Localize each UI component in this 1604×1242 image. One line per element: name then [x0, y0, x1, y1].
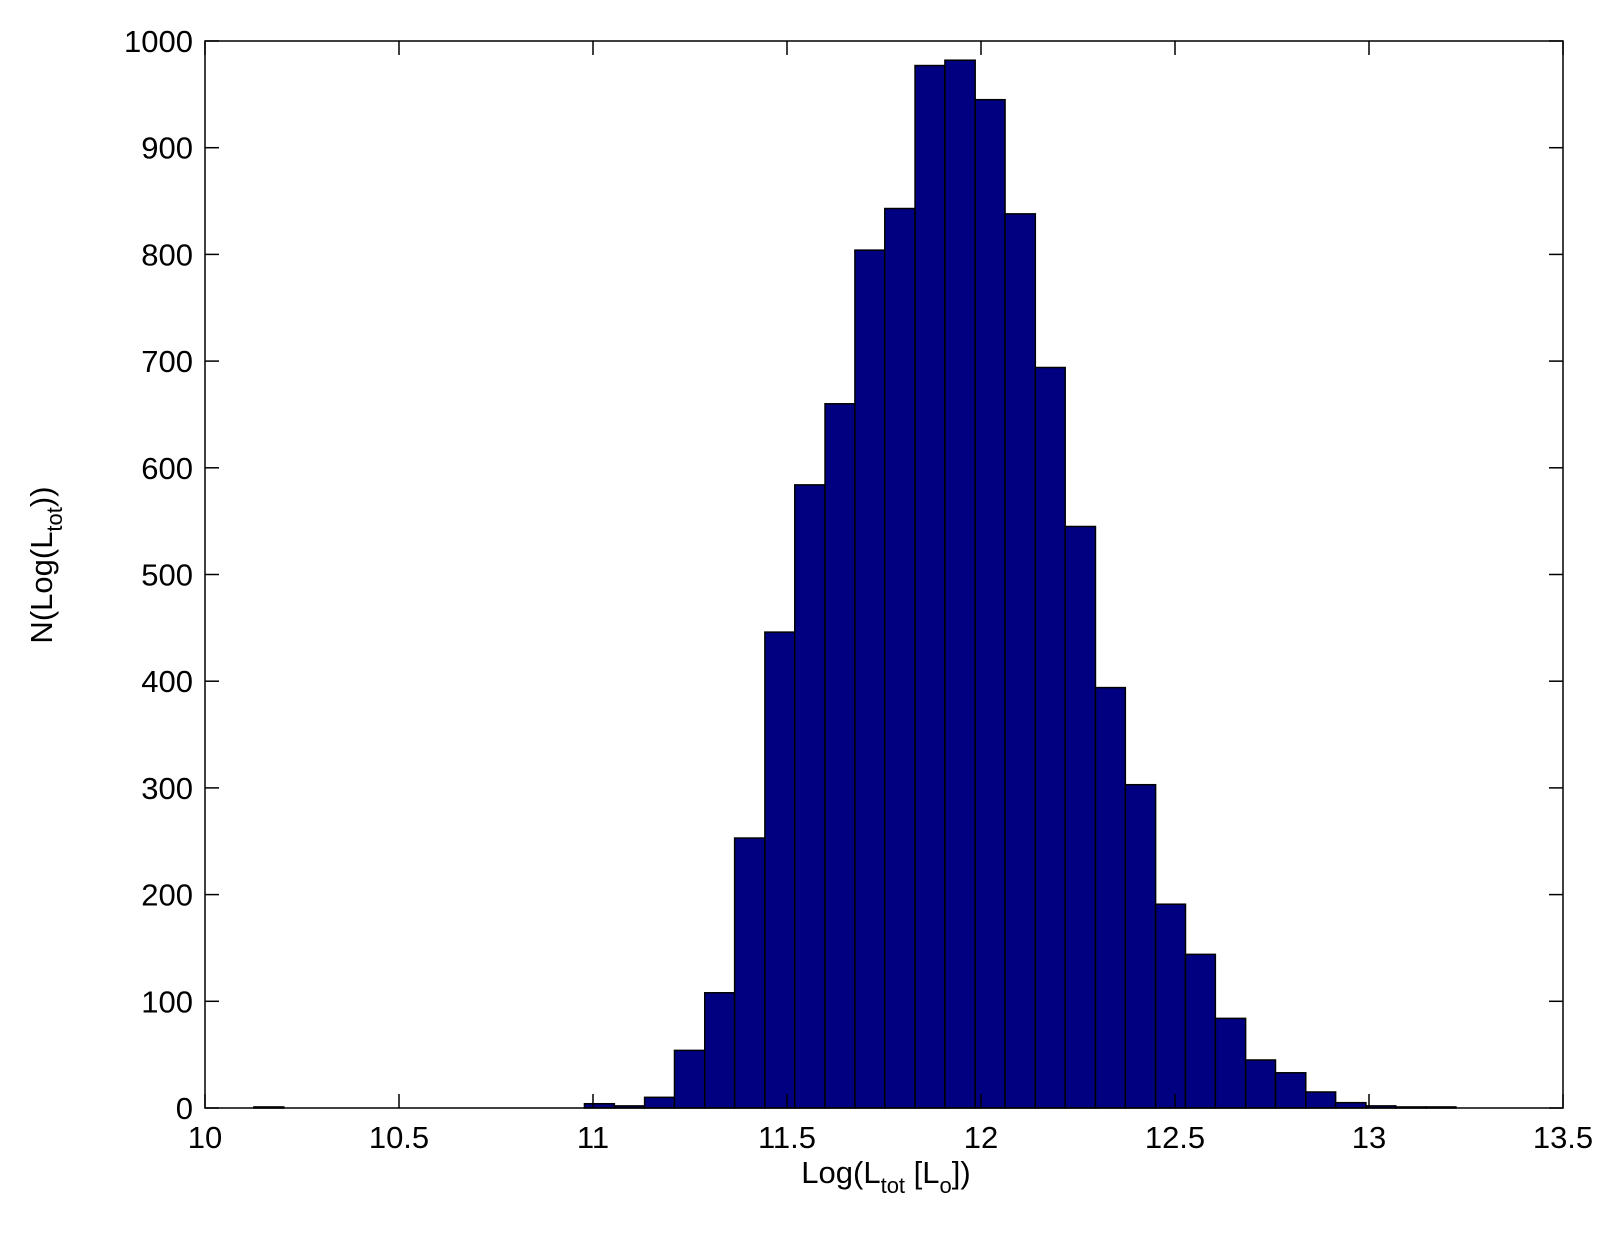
y-tick-label: 300 — [141, 771, 193, 806]
y-label-part: N(Log(L — [24, 532, 59, 644]
x-label-sub: tot — [881, 1173, 905, 1198]
bar — [703, 992, 736, 1109]
x-label-part: [L — [905, 1155, 939, 1190]
x-tick-label: 12.5 — [1145, 1120, 1205, 1155]
bar — [1064, 525, 1097, 1109]
bar — [884, 207, 916, 1109]
y-tick-label: 0 — [176, 1091, 193, 1126]
x-tick-label: 12 — [964, 1120, 998, 1155]
y-tick-label: 700 — [141, 344, 193, 379]
bar — [1274, 1072, 1307, 1109]
bar — [1244, 1059, 1277, 1109]
y-tick-label: 100 — [141, 984, 193, 1019]
bar — [764, 631, 796, 1109]
x-tick-label: 10 — [188, 1120, 222, 1155]
bar — [824, 403, 856, 1109]
y-label-sub: tot — [42, 507, 67, 531]
x-tick-label: 11.5 — [758, 1120, 816, 1155]
bar — [914, 64, 946, 1109]
y-axis-label: N(Log(Ltot)) — [24, 486, 67, 643]
bar — [1184, 953, 1217, 1109]
x-label-part: Log(L — [801, 1155, 880, 1190]
bar — [1154, 903, 1187, 1109]
x-axis-label: Log(Ltot [Lo]) — [801, 1155, 970, 1198]
bar — [673, 1049, 706, 1109]
y-tick-label: 600 — [141, 451, 193, 486]
y-tick-label: 400 — [141, 664, 193, 699]
y-tick-label: 500 — [141, 558, 193, 593]
y-tick-label: 1000 — [124, 24, 193, 59]
x-label-part: ]) — [952, 1155, 971, 1190]
x-tick-label: 13.5 — [1533, 1120, 1593, 1155]
x-tick-label: 10.5 — [369, 1120, 429, 1155]
bar — [733, 837, 766, 1109]
x-tick-label: 13 — [1352, 1120, 1386, 1155]
y-tick-label: 200 — [141, 878, 193, 913]
bar — [794, 484, 826, 1109]
bar — [1305, 1091, 1337, 1109]
x-tick-label: 11 — [577, 1120, 609, 1155]
bar — [1124, 783, 1157, 1109]
bar — [1004, 213, 1037, 1109]
bar — [1094, 686, 1127, 1109]
y-tick-label: 800 — [141, 237, 193, 272]
bar — [1034, 366, 1066, 1109]
bar — [944, 59, 976, 1109]
bar — [974, 98, 1006, 1109]
bar — [643, 1096, 676, 1109]
bar — [1214, 1017, 1247, 1109]
bar — [854, 249, 886, 1109]
y-tick-label: 900 — [141, 131, 193, 166]
y-label-part: )) — [24, 486, 59, 507]
x-label-sub: o — [940, 1173, 952, 1198]
bar — [1334, 1101, 1367, 1109]
